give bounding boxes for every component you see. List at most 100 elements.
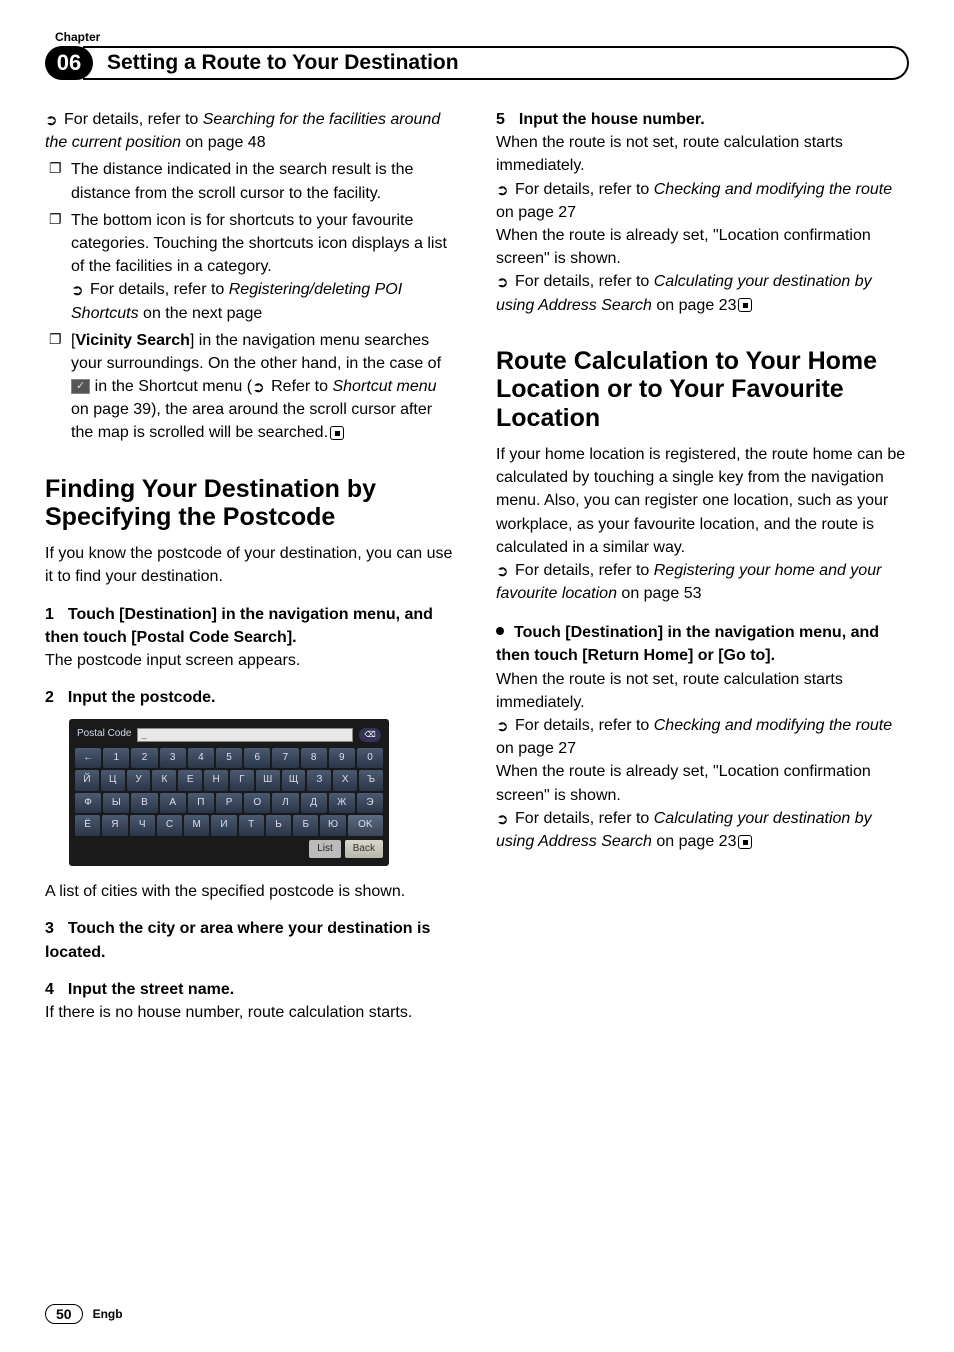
step5-ref2-text: For details, refer to (515, 273, 654, 290)
keyboard-key[interactable]: С (157, 815, 182, 836)
intro-ref-text: For details, refer to (64, 111, 203, 128)
keyboard-input[interactable]: _ (137, 728, 353, 742)
bs-ref1-text: For details, refer to (515, 717, 654, 734)
keyboard-key[interactable]: 7 (272, 748, 298, 769)
keyboard-key[interactable]: Я (102, 815, 127, 836)
bs-ref1-italic: Checking and modifying the route (654, 717, 892, 734)
keyboard-key[interactable]: И (211, 815, 236, 836)
bullet2-reference: ➲ For details, refer to Registering/dele… (71, 278, 458, 324)
page-number: 50 (45, 1304, 83, 1324)
keyboard-key[interactable]: З (307, 770, 331, 791)
step-number: 3 (45, 920, 54, 937)
step-1-body: The postcode input screen appears. (45, 649, 458, 672)
keyboard-key[interactable]: 0 (357, 748, 383, 769)
keyboard-key[interactable]: У (127, 770, 151, 791)
keyboard-key[interactable]: Ъ (359, 770, 383, 791)
keyboard-key[interactable]: Ь (266, 815, 291, 836)
header-row: 06 Setting a Route to Your Destination (45, 46, 909, 80)
bs-ref2: ➲ For details, refer to Calculating your… (496, 807, 909, 853)
keyboard-key[interactable]: Е (178, 770, 202, 791)
keyboard-key[interactable]: 5 (216, 748, 242, 769)
step-3-head: 3Touch the city or area where your desti… (45, 917, 458, 963)
list-item: The distance indicated in the search res… (71, 158, 458, 204)
bs-body2: When the route is already set, "Location… (496, 760, 909, 806)
keyboard-key[interactable]: Й (75, 770, 99, 791)
keyboard-bottom: List Back (75, 840, 383, 859)
keyboard-row: ←1234567890 (75, 748, 383, 769)
step-number: 2 (45, 689, 54, 706)
step-number: 4 (45, 981, 54, 998)
keyboard-key[interactable]: 3 (160, 748, 186, 769)
step-5-ref2: ➲ For details, refer to Calculating your… (496, 270, 909, 316)
keyboard-row: ЙЦУКЕНГШЩЗХЪ (75, 770, 383, 791)
keyboard-key[interactable]: ← (75, 748, 101, 769)
pointer-icon: ➲ (45, 110, 58, 132)
bullet3-bold: Vicinity Search (75, 332, 189, 349)
pointer-icon: ➲ (496, 716, 509, 738)
keyboard-key[interactable]: 6 (244, 748, 270, 769)
section-home-body: If your home location is registered, the… (496, 443, 909, 559)
bs-body1: When the route is not set, route calcula… (496, 668, 909, 714)
keyboard-delete-icon[interactable]: ⌫ (359, 728, 381, 742)
keyboard-key[interactable]: В (131, 793, 157, 814)
step-5-body2: When the route is already set, "Location… (496, 224, 909, 270)
pointer-icon: ➲ (71, 280, 84, 302)
step-4-text: Input the street name. (68, 981, 234, 998)
keyboard-key[interactable]: 8 (301, 748, 327, 769)
keyboard-key[interactable]: Ж (329, 793, 355, 814)
title-pill: Setting a Route to Your Destination (83, 46, 909, 80)
step-5-head: 5Input the house number. (496, 108, 909, 131)
bullet-step-text: Touch [Destination] in the navigation me… (496, 624, 879, 664)
keyboard-key[interactable]: К (152, 770, 176, 791)
keyboard-key[interactable]: Ё (75, 815, 100, 836)
keyboard-key[interactable]: Г (230, 770, 254, 791)
keyboard-key[interactable]: Ч (130, 815, 155, 836)
pointer-icon: ➲ (496, 561, 509, 583)
keyboard-key[interactable]: Н (204, 770, 228, 791)
step-4-body: If there is no house number, route calcu… (45, 1001, 458, 1024)
step-5-ref1: ➲ For details, refer to Checking and mod… (496, 178, 909, 224)
pointer-icon: ➲ (496, 809, 509, 831)
bullet-step-head: Touch [Destination] in the navigation me… (496, 621, 909, 667)
keyboard-key[interactable]: 4 (188, 748, 214, 769)
keyboard-key[interactable]: Ф (75, 793, 101, 814)
home-ref-tail: on page 53 (617, 585, 702, 602)
keyboard-key[interactable]: Х (333, 770, 357, 791)
keyboard-key[interactable]: А (160, 793, 186, 814)
keyboard-key[interactable]: Л (272, 793, 298, 814)
keyboard-key[interactable]: OK (348, 815, 383, 836)
keyboard-key[interactable]: М (184, 815, 209, 836)
bullet-list: The distance indicated in the search res… (45, 158, 458, 444)
keyboard-key[interactable]: Д (301, 793, 327, 814)
step-1-text: Touch [Destination] in the navigation me… (45, 606, 433, 646)
keyboard-key[interactable]: Б (293, 815, 318, 836)
keyboard-key[interactable]: 9 (329, 748, 355, 769)
step-5-body1: When the route is not set, route calcula… (496, 131, 909, 177)
chapter-number-badge: 06 (45, 46, 93, 80)
keyboard-key[interactable]: Ю (320, 815, 345, 836)
page-title: Setting a Route to Your Destination (107, 51, 459, 75)
keyboard-key[interactable]: П (188, 793, 214, 814)
keyboard-key[interactable]: Ц (101, 770, 125, 791)
keyboard-key[interactable]: Т (239, 815, 264, 836)
keyboard-key[interactable]: Э (357, 793, 383, 814)
bullet3-refer: Refer to (271, 378, 332, 395)
keyboard-list-button[interactable]: List (309, 840, 341, 859)
bs-ref2-text: For details, refer to (515, 810, 654, 827)
bullet-solid-icon (496, 627, 504, 635)
keyboard-key[interactable]: Р (216, 793, 242, 814)
pointer-icon: ➲ (252, 377, 265, 399)
keyboard-key[interactable]: 1 (103, 748, 129, 769)
step-1-head: 1Touch [Destination] in the navigation m… (45, 603, 458, 649)
keyboard-key[interactable]: 2 (131, 748, 157, 769)
intro-ref-tail: on page 48 (181, 134, 266, 151)
content-columns: ➲ For details, refer to Searching for th… (45, 108, 909, 1024)
keyboard-key[interactable]: О (244, 793, 270, 814)
keyboard-back-button[interactable]: Back (345, 840, 383, 859)
home-ref-text: For details, refer to (515, 562, 654, 579)
keyboard-key[interactable]: Щ (282, 770, 306, 791)
keyboard-key[interactable]: Ы (103, 793, 129, 814)
bullet2-ref-tail: on the next page (139, 305, 263, 322)
keyboard-key[interactable]: Ш (256, 770, 280, 791)
end-marker-icon (738, 298, 752, 312)
